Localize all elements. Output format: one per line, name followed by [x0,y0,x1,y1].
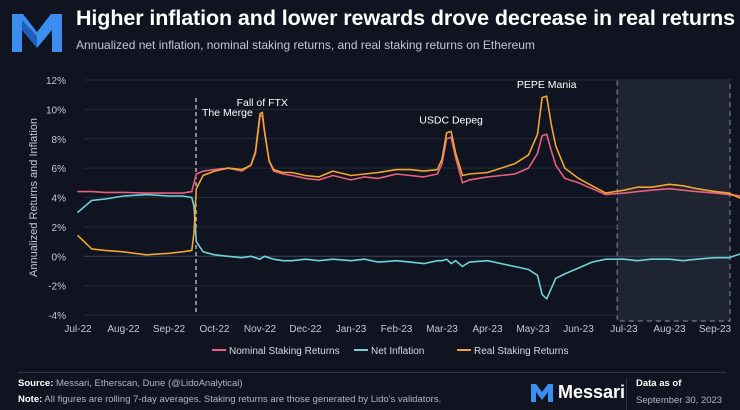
y-tick-label: 12% [46,76,66,87]
y-tick-label: -2% [48,282,66,293]
series-line-nominal-staking-returns [77,114,740,197]
x-tick-label: Nov-22 [244,324,277,335]
x-tick-label: Mar-23 [426,324,458,335]
source-note: Source: Messari, Etherscan, Dune (@LidoA… [18,378,243,389]
legend-label: Nominal Staking Returns [229,346,340,357]
y-tick-label: 8% [52,135,67,146]
chart-area: -4% -2% 0% 2% 4% 6% 8% 10% 12% Jul-22 Aug-22 Sep-2… [28,76,740,357]
x-tick-label: Aug-22 [107,324,140,335]
x-tick-label: Sep-23 [699,324,732,335]
annotation-label: The Merge [202,107,253,119]
x-tick-label: Oct-22 [199,324,229,335]
annotation-label: USDC Depeg [419,114,483,126]
data-as-of-date: September 30, 2023 [636,395,723,406]
annotation-label: Fall of FTX [237,97,288,109]
footnote: Note: All figures are rolling 7-day aver… [18,394,442,405]
x-tick-label: Jul-23 [610,324,638,335]
series-line-real-staking-returns [77,95,740,256]
brand-name: Messari [558,382,626,402]
y-tick-label: 10% [46,105,66,116]
x-tick-label: Jun-23 [563,324,594,335]
data-as-of-label: Data as of [636,378,682,389]
x-tick-label: Jul-22 [64,324,92,335]
legend-label: Real Staking Returns [474,346,569,357]
footer-separator [626,378,627,410]
y-tick-label: 6% [52,164,67,175]
series-line-net-inflation [77,193,740,300]
highlight-region [616,79,731,322]
annotation-label: PEPE Mania [517,79,577,91]
x-tick-label: Jan-23 [336,324,367,335]
x-tick-label: Sep-22 [153,324,186,335]
x-tick-label: Apr-23 [472,324,502,335]
y-tick-label: 4% [52,194,67,205]
legend-label: Net Inflation [371,346,424,357]
chart-title: Higher inflation and lower rewards drove… [76,6,736,30]
x-tick-label: Feb-23 [381,324,413,335]
messari-brand-icon [531,384,553,402]
footer-divider [18,372,726,373]
x-tick-label: Aug-23 [653,324,686,335]
x-tick-label: May-23 [516,324,550,335]
y-tick-label: 2% [52,223,67,234]
y-tick-label: -4% [48,311,66,322]
x-tick-label: Dec-22 [289,324,322,335]
y-axis-label: Annualized Returns and Inflation [28,118,40,277]
y-tick-label: 0% [52,252,67,263]
chart-subtitle: Annualized net inflation, nominal stakin… [76,38,535,52]
messari-logo [12,14,62,52]
